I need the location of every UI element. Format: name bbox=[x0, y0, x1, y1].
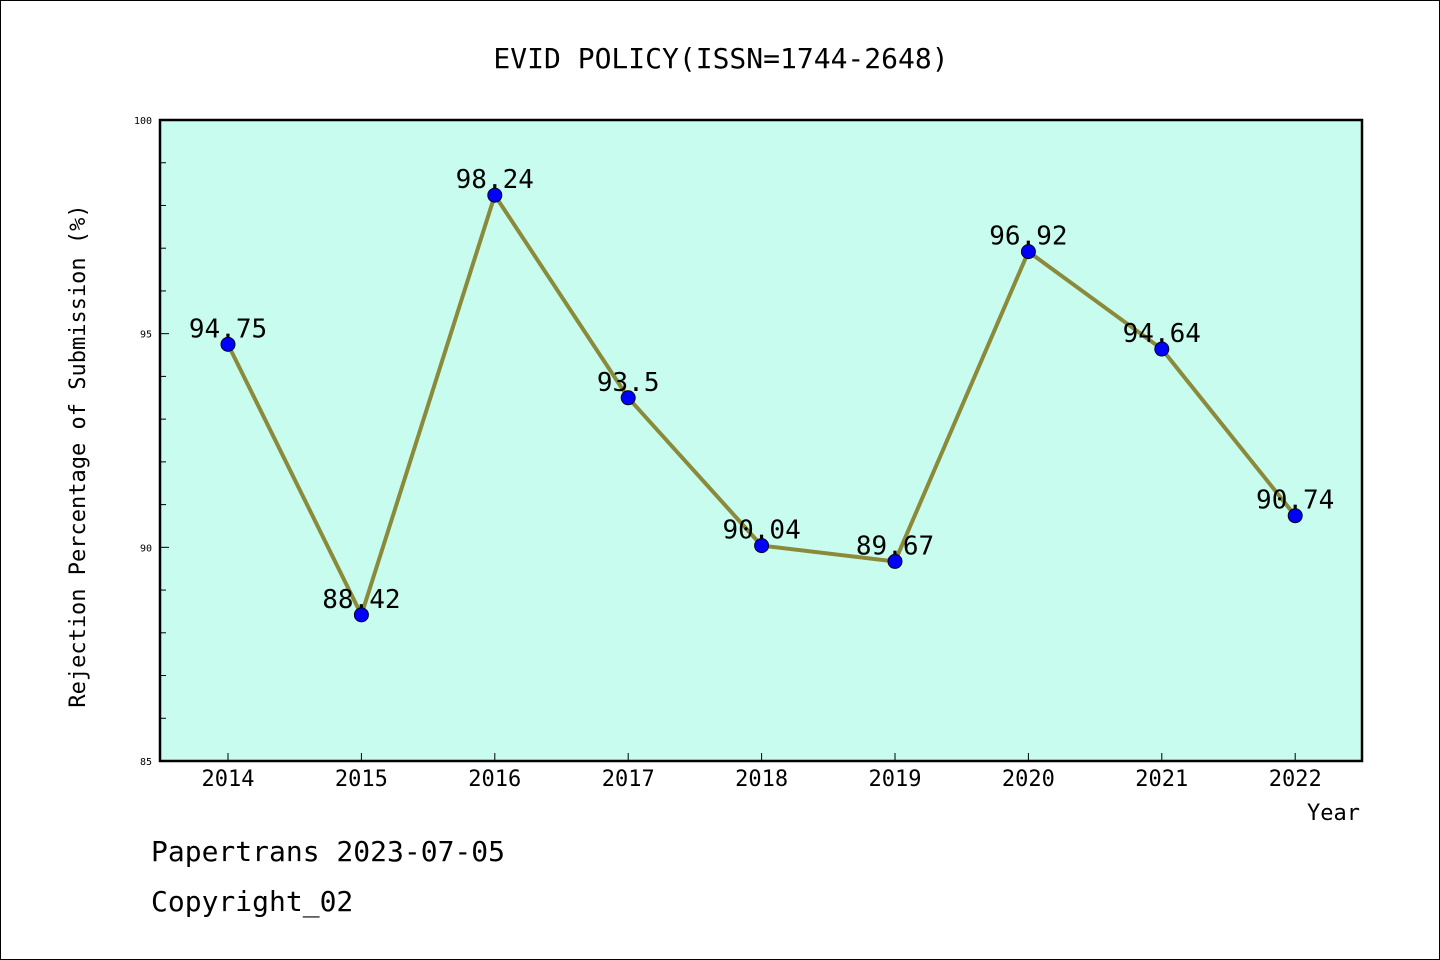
y-tick-label: 85 bbox=[140, 757, 152, 768]
x-axis-label: Year bbox=[1307, 801, 1360, 826]
data-label: 93.5 bbox=[597, 368, 660, 398]
data-point bbox=[620, 390, 636, 406]
x-axis: 2014 2015 2016 2017 2018 2019 2020 2021 2022 bbox=[202, 753, 1322, 792]
data-label: 88.42 bbox=[322, 585, 400, 615]
data-label: 94.64 bbox=[1123, 319, 1201, 349]
data-label: 96.92 bbox=[989, 222, 1067, 252]
plot-area bbox=[158, 118, 1364, 763]
x-tick-label: 2016 bbox=[468, 767, 521, 792]
y-tick-label: 95 bbox=[140, 330, 152, 341]
x-tick-label: 2020 bbox=[1002, 767, 1055, 792]
y-axis-label: Rejection Percentage of Submission (%) bbox=[66, 204, 91, 707]
data-label: 90.04 bbox=[722, 516, 800, 546]
x-tick-label: 2019 bbox=[869, 767, 922, 792]
data-point bbox=[1154, 341, 1170, 357]
y-axis: 85 90 95 100 bbox=[134, 116, 169, 768]
x-tick-label: 2017 bbox=[602, 767, 655, 792]
x-tick-label: 2022 bbox=[1269, 767, 1322, 792]
data-point bbox=[1287, 508, 1303, 524]
x-tick-label: 2018 bbox=[735, 767, 788, 792]
series-layer: 94.75 88.42 98.24 93.5 90.04 89.67 96.92 94.64 9… bbox=[189, 165, 1334, 623]
data-point bbox=[1020, 244, 1036, 260]
data-point bbox=[353, 607, 369, 623]
data-label: 94.75 bbox=[189, 314, 267, 344]
x-tick-label: 2021 bbox=[1135, 767, 1188, 792]
footer-copyright: Copyright_02 bbox=[151, 885, 354, 918]
data-label: 98.24 bbox=[456, 165, 534, 195]
data-label: 89.67 bbox=[856, 531, 934, 561]
data-point bbox=[487, 187, 503, 203]
data-point bbox=[887, 553, 903, 569]
y-tick-label: 90 bbox=[140, 543, 152, 554]
footer-date: Papertrans 2023-07-05 bbox=[151, 835, 506, 868]
y-tick-label: 100 bbox=[134, 116, 152, 127]
data-point bbox=[220, 336, 236, 352]
x-tick-label: 2015 bbox=[335, 767, 388, 792]
data-point bbox=[754, 538, 770, 554]
x-tick-label: 2014 bbox=[202, 767, 255, 792]
data-label: 90.74 bbox=[1256, 486, 1334, 516]
chart-title: EVID POLICY(ISSN=1744-2648) bbox=[493, 42, 948, 75]
